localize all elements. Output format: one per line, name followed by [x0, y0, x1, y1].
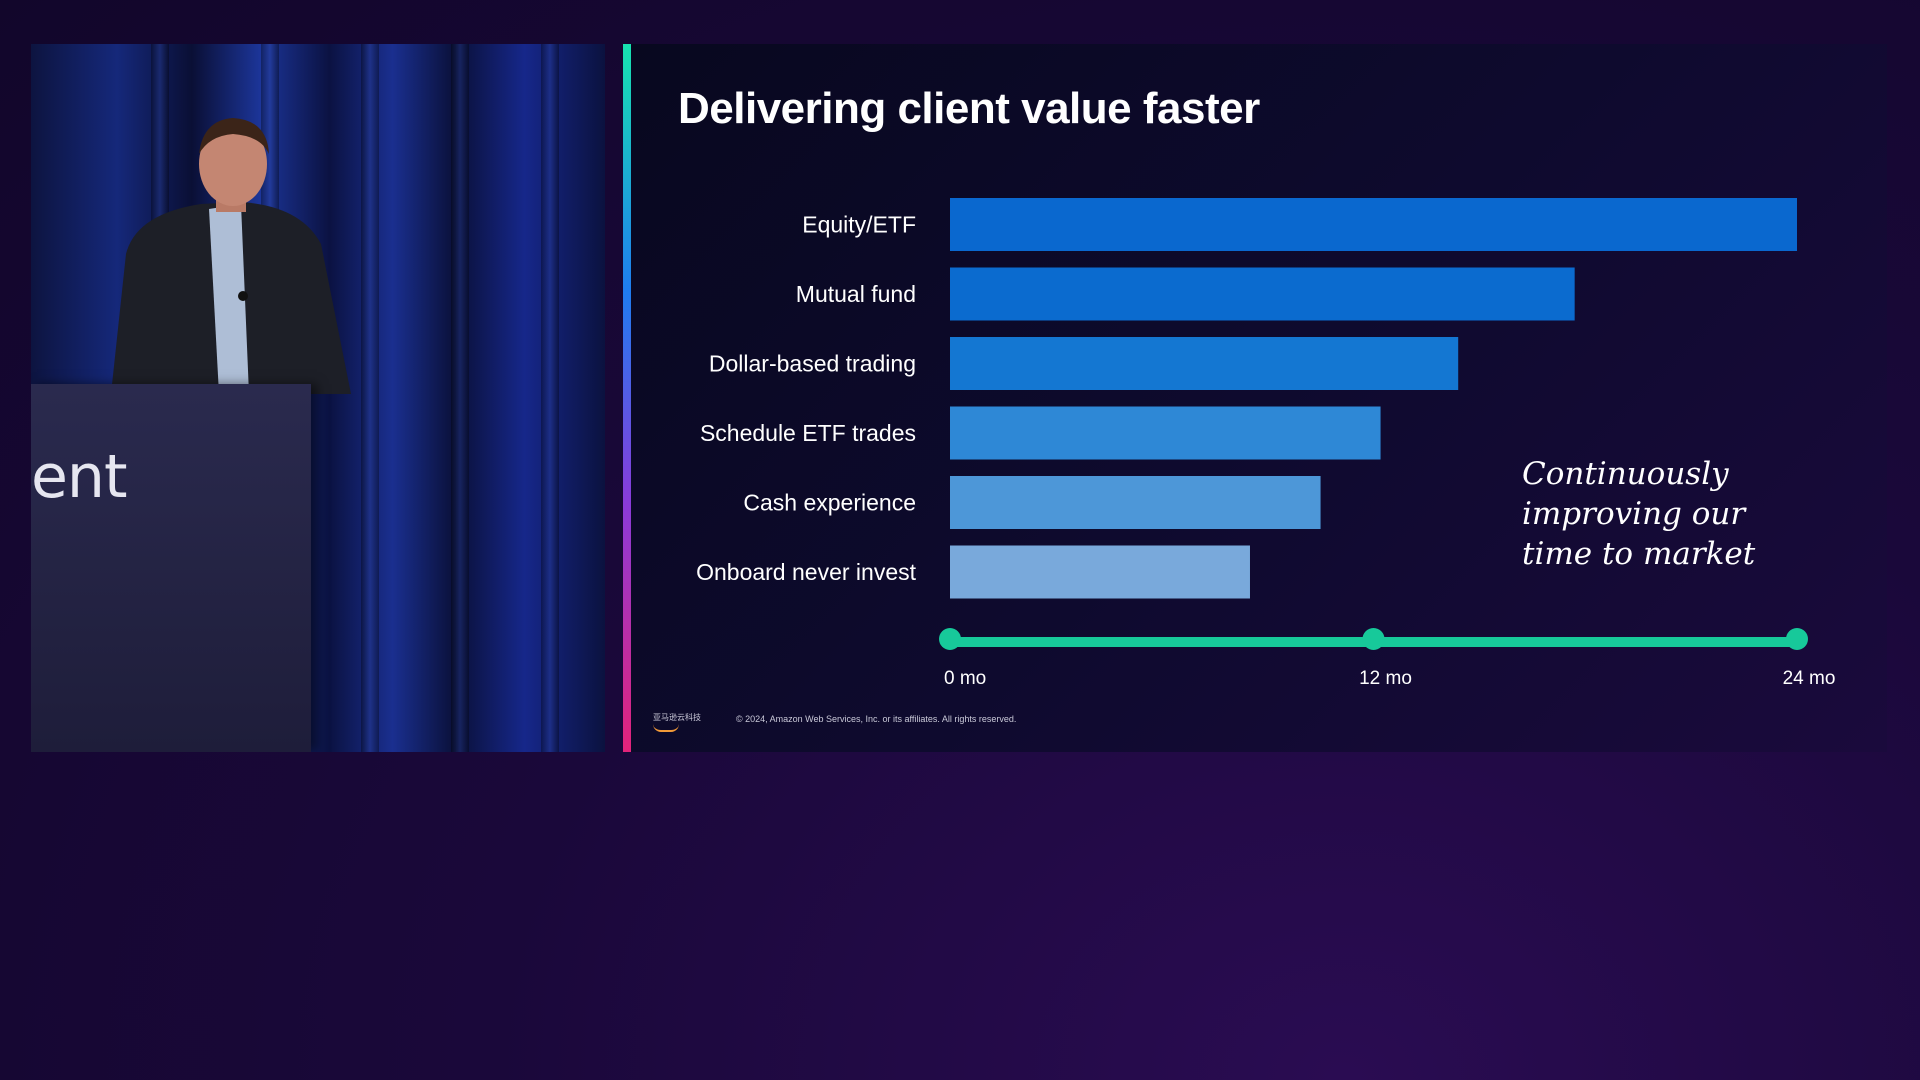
bar-mutual-fund	[950, 267, 1575, 321]
tick-label: 24 mo	[1783, 668, 1836, 689]
timeline-marker	[1786, 628, 1808, 650]
category-label: Dollar-based trading	[709, 351, 916, 377]
tagline-line: Continuously	[1522, 456, 1729, 492]
bar-cash-experience	[950, 476, 1321, 529]
tagline-line: improving our	[1522, 496, 1746, 532]
copyright-notice: © 2024, Amazon Web Services, Inc. or its…	[736, 714, 1017, 724]
category-label: Onboard never invest	[696, 559, 917, 585]
slide-title: Delivering client value faster	[678, 84, 1260, 133]
slide-accent-bar	[623, 44, 631, 752]
slide: Delivering client value faster Equity/ET…	[631, 44, 1887, 752]
timeline-marker	[1362, 628, 1385, 650]
tagline-line: time to market	[1522, 536, 1756, 572]
bar-schedule-etf-trades	[950, 406, 1381, 460]
category-label: Cash experience	[743, 490, 916, 516]
podium: ent	[31, 384, 311, 752]
podium-text: ent	[31, 442, 127, 512]
category-label: Schedule ETF trades	[700, 420, 916, 446]
bar-dollar-based-trading	[950, 337, 1459, 390]
speaker-video: ent	[31, 44, 605, 752]
tick-label: 0 mo	[944, 668, 986, 689]
category-label: Mutual fund	[796, 281, 916, 307]
bar-onboard-never-invest	[950, 545, 1250, 599]
timeline-marker	[939, 628, 961, 650]
tick-label: 12 mo	[1359, 668, 1412, 689]
aws-logo: 亚马逊云科技	[653, 712, 713, 732]
bar-equity-etf	[950, 198, 1797, 251]
tagline: Continuously improving our time to marke…	[1522, 454, 1822, 574]
category-label: Equity/ETF	[802, 212, 916, 238]
aws-smile-icon	[653, 724, 679, 732]
bar-chart: Equity/ETF Mutual fund Dollar-based tradin…	[696, 198, 1836, 689]
presenter-figure	[111, 118, 351, 394]
aws-logo-text: 亚马逊云科技	[653, 713, 701, 722]
